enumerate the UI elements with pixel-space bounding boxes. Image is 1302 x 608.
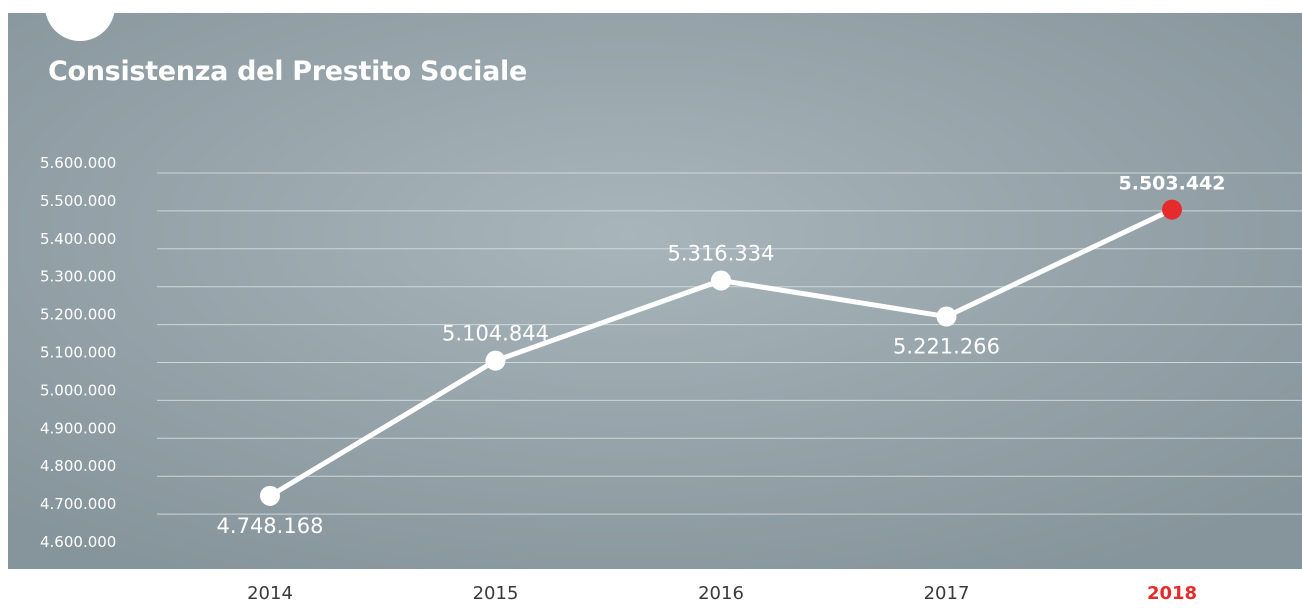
- y-tick-label: 5.200.000: [40, 306, 116, 324]
- x-tick-label: 2014: [247, 583, 293, 604]
- y-axis-ticks: 4.600.000 4.700.000 4.800.000 4.900.000 5.00…: [40, 154, 116, 551]
- data-point: [936, 306, 957, 327]
- data-point: [1162, 199, 1182, 220]
- y-tick-label: 5.400.000: [40, 230, 116, 248]
- x-tick-label: 2015: [473, 583, 519, 604]
- chart-footer-strip: [0, 569, 1302, 604]
- y-tick-label: 5.500.000: [40, 192, 116, 210]
- y-tick-label: 5.000.000: [40, 381, 116, 399]
- data-label: 5.104.844: [442, 322, 549, 346]
- y-tick-label: 4.700.000: [40, 495, 116, 513]
- y-tick-label: 5.300.000: [40, 268, 116, 286]
- data-points: [260, 199, 1182, 506]
- x-tick-label: 2017: [924, 583, 970, 604]
- y-tick-label: 4.900.000: [40, 419, 116, 437]
- chart-panel-background: [8, 13, 1302, 569]
- x-tick-label: 2016: [698, 583, 744, 604]
- x-tick-label: 2018: [1147, 583, 1197, 604]
- data-label: 5.316.334: [668, 242, 775, 266]
- y-tick-label: 5.100.000: [40, 344, 116, 362]
- y-tick-label: 4.600.000: [40, 533, 116, 551]
- data-labels: 4.748.168 5.104.844 5.316.334 5.221.266 5.50…: [217, 173, 1226, 538]
- data-label: 5.503.442: [1119, 173, 1226, 195]
- chart-title: Consistenza del Prestito Sociale: [48, 56, 527, 87]
- x-axis-ticks: 2014 2015 2016 2017 2018: [247, 583, 1197, 604]
- data-point: [485, 350, 506, 371]
- data-point: [260, 485, 280, 506]
- y-tick-label: 4.800.000: [40, 457, 116, 475]
- data-label: 5.221.266: [893, 335, 1000, 359]
- data-label: 4.748.168: [217, 514, 324, 538]
- y-tick-label: 5.600.000: [40, 154, 116, 172]
- decorative-circle: [45, 0, 115, 41]
- gridlines: [157, 172, 1302, 515]
- data-point: [711, 270, 731, 291]
